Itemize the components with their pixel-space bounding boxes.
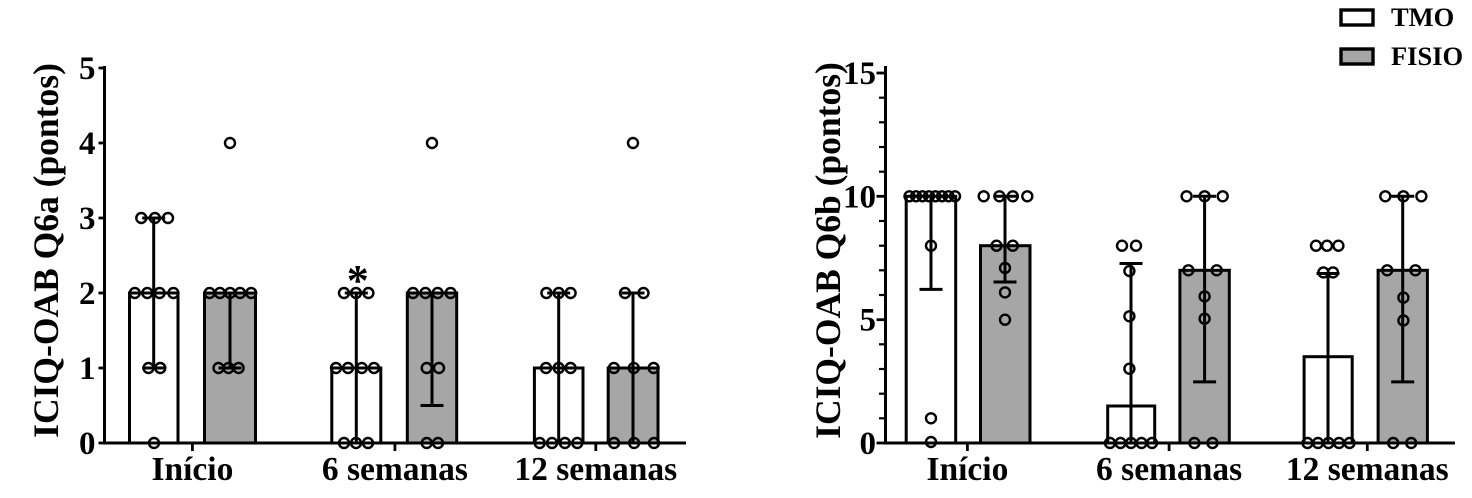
svg-text:ICIQ-OAB Q6b (pontos): ICIQ-OAB Q6b (pontos) [808,62,848,439]
svg-text:TMO: TMO [1391,2,1454,32]
svg-text:*: * [347,256,369,305]
svg-text:12 semanas: 12 semanas [514,451,677,488]
svg-text:10: 10 [843,179,876,215]
svg-text:4: 4 [79,126,96,162]
svg-text:5: 5 [860,303,877,339]
svg-text:12 semanas: 12 semanas [1286,451,1449,488]
svg-text:2: 2 [79,276,96,312]
svg-text:0: 0 [79,426,96,462]
svg-text:1: 1 [79,351,96,387]
svg-text:3: 3 [79,201,96,237]
svg-text:5: 5 [79,51,96,87]
svg-text:ICIQ-OAB Q6a (pontos): ICIQ-OAB Q6a (pontos) [26,63,66,438]
svg-text:Início: Início [151,451,233,488]
svg-text:Início: Início [926,451,1008,488]
svg-text:FISIO: FISIO [1391,41,1463,71]
svg-text:6 semanas: 6 semanas [1096,451,1242,488]
svg-text:15: 15 [843,56,876,92]
svg-text:6 semanas: 6 semanas [322,451,468,488]
svg-text:0: 0 [860,426,877,462]
